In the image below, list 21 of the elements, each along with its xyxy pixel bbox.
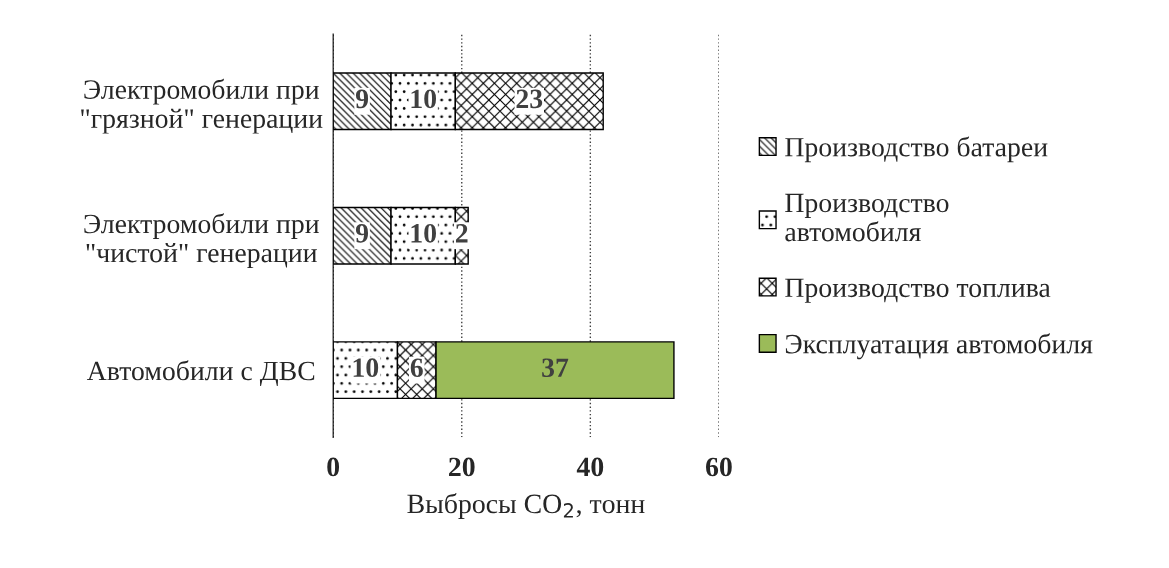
x-axis-title: Выбросы CO$_{2}$, тонн [407, 493, 645, 519]
data-label: 10 [353, 358, 379, 378]
legend-label: Эксплуатация автомобиля [785, 333, 1093, 360]
y-tick-label: Электромобили при "чистой" генерации [84, 213, 319, 269]
x-tick-label: 40 [576, 457, 604, 477]
legend-label: Производство топлива [785, 278, 1051, 303]
data-label: 37 [542, 358, 569, 378]
data-label: 2 [455, 224, 468, 243]
y-tick-label: Электромобили при "грязной" генерации [81, 78, 323, 134]
data-label: 9 [355, 89, 369, 109]
data-label: 10 [411, 223, 437, 243]
legend-label: Производство автомобиля [785, 193, 949, 242]
data-label: 9 [355, 224, 369, 243]
x-tick-label: 0 [327, 457, 340, 477]
data-label: 6 [410, 358, 423, 378]
data-label: 10 [411, 89, 437, 109]
data-label: 23 [516, 89, 543, 109]
y-tick-label: Автомобили с ДВС [86, 360, 315, 386]
legend-label: Производство батареи [785, 136, 1048, 163]
x-tick-label: 60 [706, 457, 732, 477]
x-tick-label: 20 [449, 457, 475, 477]
